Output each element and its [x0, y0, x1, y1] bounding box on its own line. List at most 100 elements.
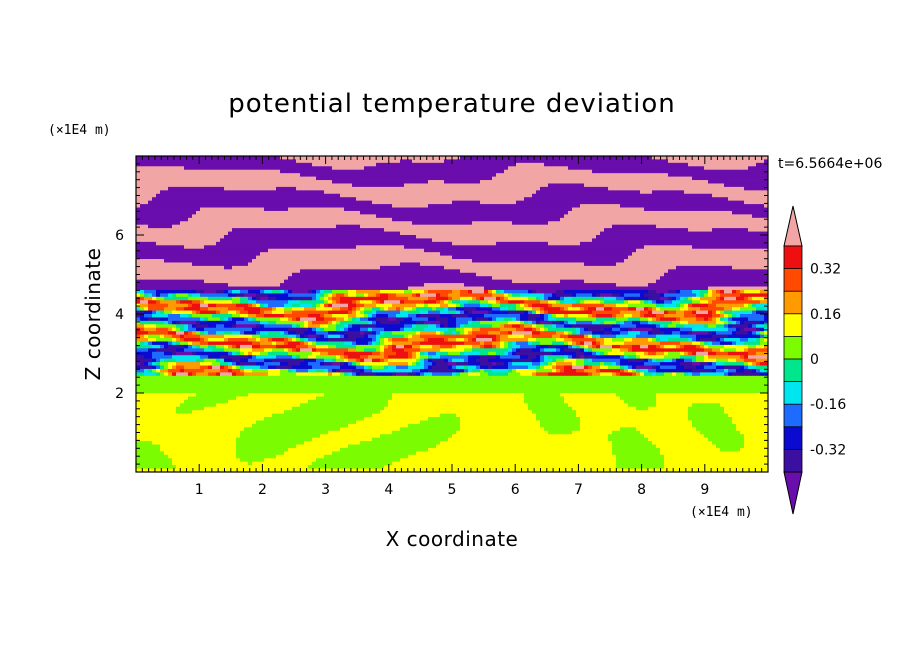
field-cell	[180, 163, 185, 167]
field-cell	[716, 180, 721, 184]
field-cell	[404, 262, 409, 266]
field-cell	[540, 242, 545, 246]
field-cell	[580, 197, 585, 201]
field-cell	[292, 228, 297, 232]
field-cell	[436, 180, 441, 184]
field-cell	[344, 183, 349, 187]
field-cell	[440, 256, 445, 260]
field-cell	[412, 245, 417, 249]
field-cell	[256, 214, 261, 218]
field-cell	[192, 180, 197, 184]
field-cell	[392, 180, 397, 184]
field-cell	[612, 221, 617, 225]
field-cell	[640, 201, 645, 205]
field-cell	[376, 173, 381, 177]
field-cell	[300, 238, 305, 242]
field-cell	[176, 238, 181, 242]
field-cell	[740, 170, 745, 174]
field-cell	[440, 163, 445, 167]
field-cell	[236, 238, 241, 242]
field-cell	[548, 177, 553, 181]
field-cell	[552, 208, 557, 212]
field-cell	[516, 245, 521, 249]
field-cell	[548, 183, 553, 187]
field-cell	[544, 166, 549, 170]
field-cell	[356, 242, 361, 246]
field-cell	[396, 180, 401, 184]
field-cell	[212, 197, 217, 201]
field-cell	[140, 262, 145, 266]
field-cell	[348, 177, 353, 181]
field-cell	[680, 249, 685, 253]
field-cell	[464, 187, 469, 191]
field-cell	[160, 156, 165, 160]
field-cell	[392, 214, 397, 218]
field-cell	[324, 245, 329, 249]
field-cell	[656, 225, 661, 229]
field-cell	[684, 183, 689, 187]
field-cell	[724, 159, 729, 163]
field-cell	[536, 187, 541, 191]
field-cell	[584, 228, 589, 232]
field-cell	[172, 183, 177, 187]
field-cell	[540, 211, 545, 215]
field-cell	[468, 208, 473, 212]
field-cell	[164, 242, 169, 246]
field-cell	[252, 249, 257, 253]
field-cell	[476, 225, 481, 229]
field-cell	[692, 228, 697, 232]
field-cell	[560, 163, 565, 167]
field-cell	[352, 177, 357, 181]
field-cell	[448, 249, 453, 253]
field-cell	[456, 197, 461, 201]
field-cell	[696, 170, 701, 174]
field-cell	[544, 256, 549, 260]
field-cell	[356, 194, 361, 198]
field-cell	[640, 256, 645, 260]
field-cell	[704, 259, 709, 263]
field-cell	[572, 194, 577, 198]
field-cell	[728, 201, 733, 205]
field-cell	[532, 221, 537, 225]
field-cell	[684, 245, 689, 249]
field-cell	[384, 211, 389, 215]
field-cell	[488, 228, 493, 232]
field-cell	[212, 156, 217, 160]
field-cell	[380, 163, 385, 167]
field-cell	[160, 235, 165, 239]
field-cell	[576, 256, 581, 260]
field-cell	[308, 190, 313, 194]
field-cell	[672, 259, 677, 263]
field-cell	[336, 197, 341, 201]
field-cell	[148, 194, 153, 198]
field-cell	[248, 232, 253, 236]
field-cell	[756, 228, 761, 232]
field-cell	[736, 190, 741, 194]
field-cell	[752, 183, 757, 187]
field-cell	[716, 159, 721, 163]
field-cell	[548, 163, 553, 167]
field-cell	[712, 208, 717, 212]
field-cell	[224, 170, 229, 174]
field-cell	[196, 190, 201, 194]
field-cell	[540, 252, 545, 256]
field-cell	[612, 190, 617, 194]
field-cell	[632, 197, 637, 201]
field-cell	[516, 177, 521, 181]
field-cell	[372, 163, 377, 167]
field-cell	[316, 177, 321, 181]
field-cell	[544, 245, 549, 249]
field-cell	[264, 225, 269, 229]
field-cell	[656, 177, 661, 181]
field-cell	[700, 208, 705, 212]
field-cell	[392, 256, 397, 260]
field-cell	[456, 218, 461, 222]
field-cell	[624, 173, 629, 177]
field-cell	[400, 159, 405, 163]
field-cell	[624, 183, 629, 187]
field-cell	[616, 249, 621, 253]
field-cell	[632, 166, 637, 170]
field-cell	[408, 177, 413, 181]
field-cell	[404, 173, 409, 177]
field-cell	[184, 183, 189, 187]
